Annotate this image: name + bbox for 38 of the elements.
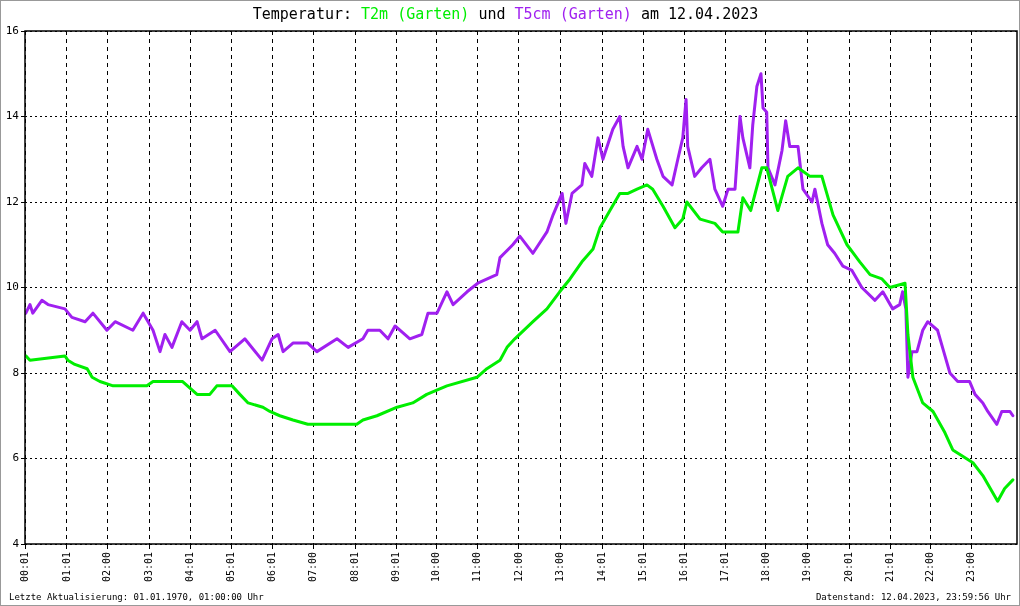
text: T5cm (Garten)	[514, 5, 632, 23]
x-tick-label: 15:01	[636, 552, 648, 583]
x-tick-label: 12:00	[512, 552, 524, 583]
x-tick-label: 01:01	[60, 552, 72, 583]
text: T2m (Garten)	[361, 5, 470, 23]
x-tick-label: 23:00	[965, 552, 977, 583]
x-tick-label: 20:01	[842, 552, 854, 583]
y-tick-label: 10	[5, 280, 19, 294]
x-tick-label: 19:00	[800, 552, 812, 583]
x-tick-label: 17:01	[719, 552, 731, 583]
x-tick-label: 02:00	[100, 552, 112, 583]
text: und	[478, 5, 506, 23]
y-tick-label: 4	[12, 536, 20, 550]
x-tick-label: 22:00	[924, 552, 936, 583]
x-tick-label: 06:01	[266, 552, 278, 583]
x-tick-label: 16:01	[678, 552, 690, 583]
x-tick-label: 21:01	[883, 552, 895, 583]
x-tick-label: 10:00	[430, 552, 442, 583]
x-tick-label: 05:01	[225, 552, 237, 583]
text: Datenstand: 12.04.2023, 23:59:56 Uhr	[815, 592, 1011, 602]
text: am 12.04.2023	[640, 5, 759, 23]
x-tick-label: 03:01	[142, 552, 154, 583]
x-tick-label: 07:00	[306, 552, 318, 583]
x-tick-label: 11:00	[471, 552, 483, 583]
x-tick-label: 09:01	[389, 552, 401, 583]
chart-title: Temperatur:	[252, 5, 353, 23]
x-tick-label: 08:01	[348, 552, 360, 583]
x-tick-label: 00:01	[19, 552, 31, 583]
x-tick-label: 18:00	[759, 552, 771, 583]
y-tick-label: 14	[5, 109, 20, 123]
x-tick-label: 14:01	[595, 552, 607, 583]
text: Letzte Aktualisierung: 01.01.1970, 01:00:00 Uhr	[9, 592, 264, 602]
y-tick-label: 6	[12, 451, 19, 465]
y-tick-label: 16	[5, 23, 19, 37]
y-tick-label: 8	[12, 365, 19, 379]
y-tick-label: 12	[5, 194, 19, 208]
x-tick-label: 13:00	[553, 552, 565, 583]
x-tick-label: 04:01	[184, 552, 196, 583]
